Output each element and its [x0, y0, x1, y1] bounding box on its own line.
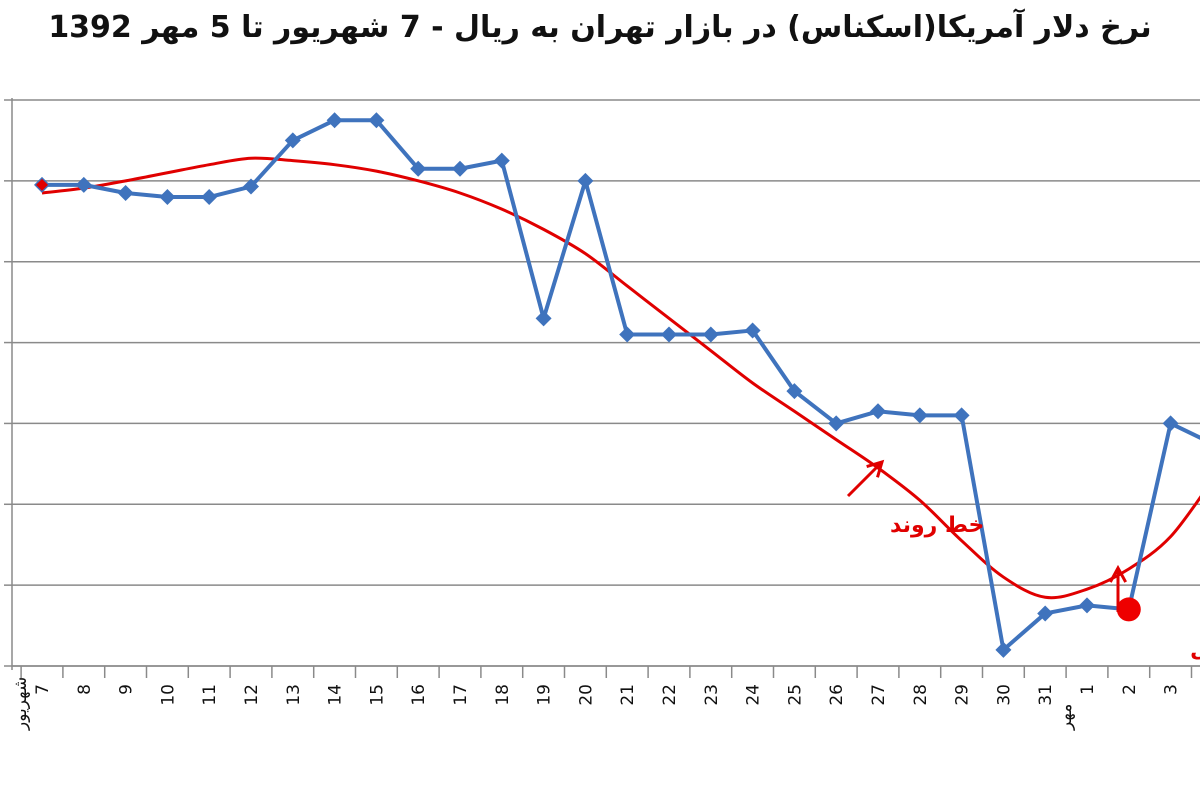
data-point: [995, 641, 1012, 658]
x-tick-label: 12: [242, 684, 262, 706]
x-tick-label: 11: [200, 684, 220, 706]
highlight-annotation: اظهار نظر رئیس کل: [1190, 637, 1200, 662]
data-point: [326, 112, 343, 129]
data-point: [284, 132, 301, 149]
data-point: [577, 172, 594, 189]
x-tick-label: 20: [576, 684, 596, 706]
x-tick-label: 2: [1120, 684, 1140, 695]
series-line: [42, 118, 1200, 652]
x-tick-label: 13: [284, 684, 304, 706]
data-point: [243, 178, 259, 195]
x-tick-label: 16: [409, 684, 429, 706]
data-point: [75, 176, 92, 193]
x-tick-label: 3: [1162, 684, 1182, 695]
x-tick-label: 27: [869, 684, 889, 706]
data-point: [619, 326, 636, 343]
x-tick-label: 25: [785, 684, 805, 706]
data-point: [368, 112, 385, 129]
trend-line: [41, 156, 1200, 600]
x-tick-label: 1: [1078, 684, 1098, 695]
highlight-arrow-head: [1109, 564, 1127, 583]
start-marker: [36, 178, 48, 191]
data-point: [201, 189, 218, 206]
data-point: [1079, 597, 1095, 614]
x-tick-label: 8: [75, 684, 95, 695]
x-tick-label: 19: [535, 684, 555, 706]
data-point: [744, 322, 761, 339]
x-tick-label: 10: [158, 684, 178, 706]
trend-annotation: خط روند: [890, 513, 984, 538]
month-label: مهر: [1056, 704, 1076, 731]
x-tick-label: 29: [953, 684, 973, 706]
chart-title: نرخ دلار آمریکا(اسکناس) در بازار تهران ب…: [48, 10, 1152, 45]
data-point: [911, 407, 928, 424]
data-point: [828, 415, 845, 432]
data-point: [452, 160, 468, 177]
data-point: [1162, 415, 1179, 432]
data-point: [870, 403, 886, 420]
x-tick-label: 22: [660, 684, 680, 706]
data-point: [410, 160, 427, 177]
data-point: [661, 326, 677, 343]
x-tick-label: 26: [827, 684, 847, 706]
data-point: [117, 184, 134, 201]
trend-arrow: [846, 460, 884, 498]
data-point: [493, 152, 510, 169]
x-tick-label: 21: [618, 684, 638, 706]
x-tick-label: 30: [994, 684, 1014, 706]
x-tick-label: 14: [326, 684, 346, 706]
data-point: [702, 326, 719, 343]
x-tick-label: 9: [117, 684, 137, 695]
x-tick-label: 23: [702, 684, 722, 706]
data-point: [1037, 605, 1054, 622]
x-tick-label: 28: [911, 684, 931, 706]
highlight-point: [1116, 597, 1141, 622]
data-point: [953, 407, 970, 424]
trend-arrow-head: [866, 459, 885, 478]
month-label: شهریور: [11, 677, 31, 731]
data-point: [786, 383, 803, 400]
x-tick-label: 17: [451, 684, 471, 706]
x-tick-label: 31: [1036, 684, 1056, 706]
x-tick-label: 18: [493, 684, 513, 706]
data-point: [535, 310, 552, 327]
x-tick-label: 7: [33, 684, 53, 695]
x-tick-label: 15: [367, 684, 387, 706]
x-tick-label: 24: [744, 684, 764, 706]
data-point: [159, 189, 176, 206]
